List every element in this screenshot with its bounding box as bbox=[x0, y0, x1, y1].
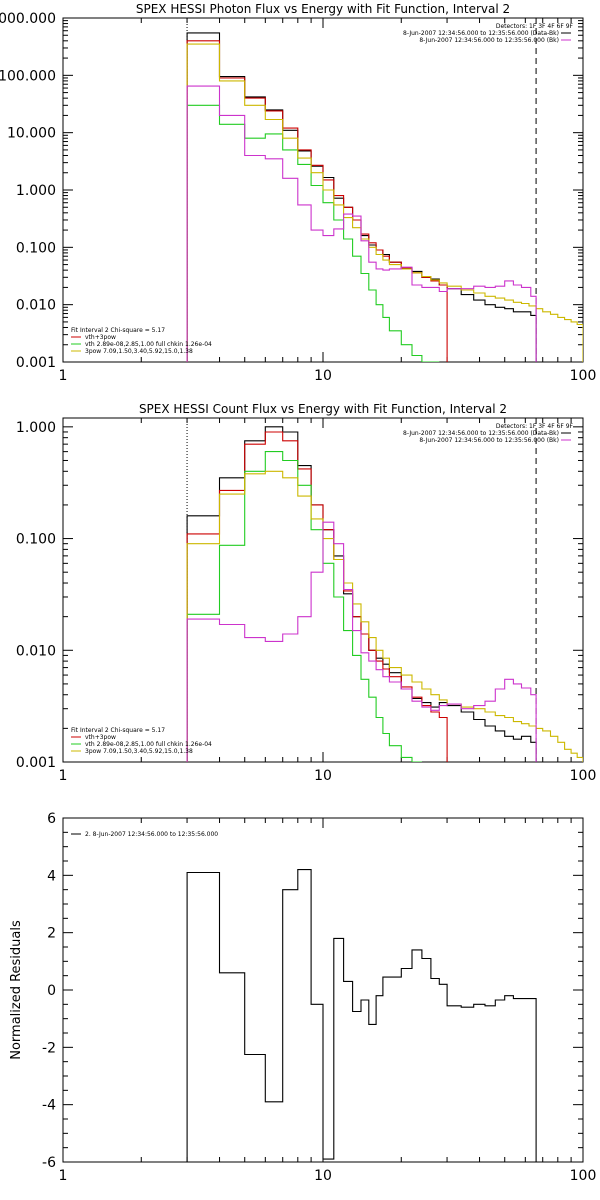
chart-2: SPEX HESSI Count Flux vs Energy with Fit… bbox=[16, 402, 596, 784]
x-tick-label: 1 bbox=[59, 1168, 68, 1184]
x-tick-label: 100 bbox=[570, 768, 597, 784]
y-tick-label: 0.001 bbox=[16, 755, 56, 771]
series-bk bbox=[186, 85, 537, 362]
header-line: 8-Jun-2007 12:34:56.000 to 12:35:56.000 … bbox=[419, 437, 559, 444]
x-tick-label: 100 bbox=[570, 1168, 597, 1184]
chart-title: SPEX HESSI Count Flux vs Energy with Fit… bbox=[139, 402, 507, 416]
series-vth bbox=[186, 451, 422, 762]
y-tick-label: -4 bbox=[42, 1098, 56, 1114]
y-tick-label: 1.000 bbox=[16, 183, 56, 199]
series-data-bk bbox=[186, 32, 537, 362]
series-3pow bbox=[186, 470, 583, 762]
x-tick-label: 10 bbox=[314, 368, 332, 384]
series-bk bbox=[186, 521, 537, 762]
legend-entry: 2. 8-Jun-2007 12:34:56.000 to 12:35:56.0… bbox=[85, 831, 218, 838]
series-group bbox=[186, 869, 537, 1162]
legend-entry: vth 2.89e-08,2.85,1.00 full chkin 1.26e-… bbox=[85, 341, 212, 348]
y-tick-label: 6 bbox=[47, 811, 56, 827]
series-3pow bbox=[186, 43, 583, 362]
y-tick-label: -2 bbox=[42, 1040, 56, 1056]
series-residuals bbox=[186, 869, 537, 1162]
plot-frame bbox=[62, 417, 584, 763]
y-tick-label: 0 bbox=[47, 983, 56, 999]
x-tick-label: 10 bbox=[314, 768, 332, 784]
y-axis-label: Normalized Residuals bbox=[9, 920, 24, 1060]
series-vth+3pow bbox=[186, 431, 448, 762]
legend-entry: vth 2.89e-08,2.85,1.00 full chkin 1.26e-… bbox=[85, 741, 212, 748]
y-tick-label: 100.000 bbox=[0, 68, 56, 84]
series-vth+3pow bbox=[186, 40, 448, 362]
legend-entry: vth+3pow bbox=[85, 334, 116, 341]
y-tick-label: 2 bbox=[47, 926, 56, 942]
chart-1: SPEX HESSI Photon Flux vs Energy with Fi… bbox=[0, 2, 596, 384]
legend-entry: 3pow 7.09,1.50,3.40,5.92,15.0,1.38 bbox=[85, 348, 193, 355]
series-vth bbox=[186, 104, 440, 362]
x-tick-label: 100 bbox=[570, 368, 597, 384]
y-tick-label: 0.010 bbox=[16, 643, 56, 659]
y-tick-label: 0.100 bbox=[16, 240, 56, 256]
x-tick-label: 1 bbox=[59, 368, 68, 384]
series-data-bk bbox=[186, 426, 537, 762]
y-tick-label: 0.010 bbox=[16, 298, 56, 314]
header-detectors: Detectors: 1F 3F 4F 6F 9F bbox=[496, 23, 574, 30]
y-tick-label: 4 bbox=[47, 868, 56, 884]
series-group bbox=[186, 32, 583, 362]
x-tick-label: 10 bbox=[314, 1168, 332, 1184]
chart-3: 1 10 100 -6 -4 -2 0 2 4 6 Normalized Residuals 2. 8… bbox=[9, 811, 596, 1184]
series-group bbox=[186, 426, 583, 762]
header-line: 8-Jun-2007 12:34:56.000 to 12:35:56.000 … bbox=[419, 37, 559, 44]
legend-title: Fit Interval 2 Chi-square = 5.17 bbox=[71, 727, 165, 734]
y-tick-label: 1.000 bbox=[16, 420, 56, 436]
header-line: 8-Jun-2007 12:34:56.000 to 12:35:56.000 … bbox=[403, 430, 559, 437]
y-tick-label: 0.100 bbox=[16, 532, 56, 548]
x-tick-label: 1 bbox=[59, 768, 68, 784]
legend-entry: 3pow 7.09,1.50,3.40,5.92,15.0,1.38 bbox=[85, 748, 193, 755]
chart-title: SPEX HESSI Photon Flux vs Energy with Fi… bbox=[136, 2, 510, 16]
header-detectors: Detectors: 1F 3F 4F 6F 9F bbox=[496, 423, 574, 430]
header-line: 8-Jun-2007 12:34:56.000 to 12:35:56.000 … bbox=[403, 30, 559, 37]
legend-entry: vth+3pow bbox=[85, 734, 116, 741]
legend-title: Fit Interval 2 Chi-square = 5.17 bbox=[71, 327, 165, 334]
y-tick-label: 10.000 bbox=[7, 126, 56, 142]
y-tick-label: 0.001 bbox=[16, 355, 56, 371]
y-tick-label: -6 bbox=[42, 1155, 56, 1171]
